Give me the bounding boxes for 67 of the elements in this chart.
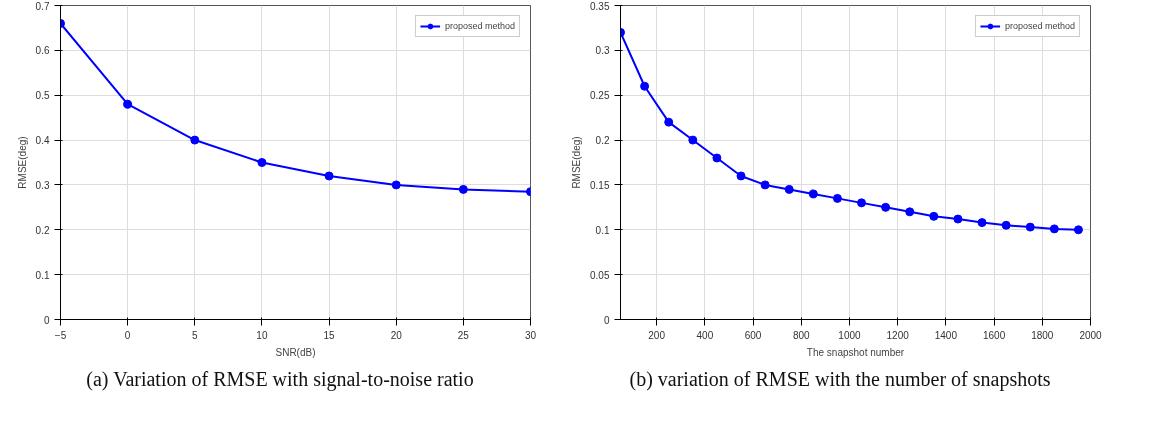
point (929, 211, 939, 221)
point (760, 180, 770, 190)
point (808, 189, 818, 199)
x-tick-label: 5 (192, 329, 198, 341)
y-tick-label: 0.1 (35, 269, 50, 281)
y-tick-label: 0.25 (590, 90, 610, 102)
point (458, 184, 468, 194)
point (712, 153, 722, 163)
x-tick-label: 25 (457, 329, 470, 341)
text: (a) Variation of RMSE with signal-to-noise ratio (86, 367, 474, 393)
point (123, 99, 133, 109)
point (784, 184, 794, 194)
point (857, 198, 867, 208)
x-axis-title: The snapshot number (806, 346, 905, 358)
point (1001, 220, 1011, 230)
x-tick-label: 30 (524, 329, 537, 341)
point (1073, 225, 1083, 235)
point (1049, 224, 1059, 234)
y-tick-label: 0.05 (590, 269, 610, 281)
legend-label: proposed method (1004, 20, 1075, 32)
x-tick-label: 20 (390, 329, 403, 341)
y-tick-label: 0.2 (595, 135, 610, 147)
x-tick-label: 1200 (886, 329, 910, 341)
point (832, 193, 842, 203)
x-tick-label: 1000 (838, 329, 862, 341)
y-tick-label: 0.4 (35, 135, 50, 147)
text: (b) variation of RMSE with the number of snapshots (629, 367, 1051, 393)
y-tick-label: 0.6 (35, 45, 50, 57)
y-tick-label: 0 (43, 314, 50, 326)
x-tick-label: 1400 (934, 329, 958, 341)
x-tick-label: −5 (54, 329, 67, 341)
y-tick-label: 0 (603, 314, 610, 326)
y-tick-label: 0.3 (35, 179, 50, 191)
y-tick-label: 0.5 (35, 90, 50, 102)
x-tick-label: 10 (256, 329, 268, 341)
point (391, 180, 401, 190)
point (664, 117, 674, 127)
x-tick-label: 1800 (1031, 329, 1054, 341)
y-tick-label: 0.2 (35, 224, 50, 236)
point (1025, 222, 1035, 232)
x-tick-label: 800 (792, 329, 811, 341)
x-tick-label: 400 (696, 329, 714, 341)
x-tick-label: 0 (124, 329, 131, 341)
y-tick-label: 0.3 (595, 45, 610, 57)
point (736, 171, 746, 181)
x-tick-label: 15 (323, 329, 336, 341)
y-axis-title: RMSE(deg) (571, 136, 583, 189)
point (190, 135, 200, 145)
point (324, 171, 334, 181)
y-tick-label: 0.1 (595, 224, 610, 236)
x-tick-label: 2000 (1079, 329, 1103, 341)
y-axis-title: RMSE(deg) (16, 136, 28, 189)
x-tick-label: 600 (744, 329, 762, 341)
point (905, 207, 915, 217)
point (977, 218, 987, 228)
point (881, 202, 891, 212)
x-tick-label: 1600 (982, 329, 1006, 341)
point (640, 81, 650, 91)
y-tick-label: 0.35 (590, 0, 610, 12)
point (688, 135, 698, 145)
point (953, 214, 963, 224)
x-tick-label: 200 (648, 329, 666, 341)
y-tick-label: 0.7 (35, 0, 50, 12)
y-tick-label: 0.15 (590, 179, 610, 191)
point (257, 158, 267, 167)
legend-label: proposed method (444, 20, 515, 32)
x-axis-title: SNR(dB) (275, 346, 316, 358)
